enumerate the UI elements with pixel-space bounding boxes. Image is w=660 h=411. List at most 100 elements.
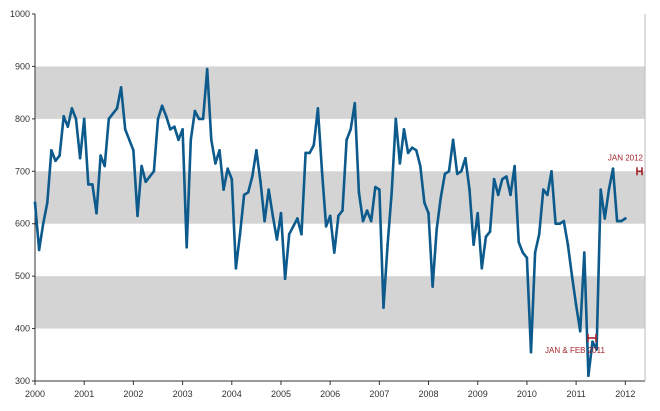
data-point xyxy=(423,201,426,205)
data-point xyxy=(173,125,176,129)
data-point xyxy=(304,151,307,155)
y-tick-label: 300 xyxy=(15,376,30,386)
data-point xyxy=(58,154,61,157)
data-point xyxy=(546,193,549,197)
data-point xyxy=(320,169,324,173)
data-point xyxy=(95,211,98,215)
data-point xyxy=(345,138,348,142)
data-point xyxy=(238,232,242,236)
y-tick-label: 900 xyxy=(15,61,30,71)
data-point xyxy=(501,177,504,181)
data-point xyxy=(230,177,234,181)
data-point xyxy=(54,159,57,163)
data-point xyxy=(554,222,557,226)
data-point xyxy=(218,149,221,152)
data-point xyxy=(267,188,270,191)
data-point xyxy=(570,274,574,278)
data-point xyxy=(533,251,537,254)
data-point xyxy=(427,211,430,215)
data-point xyxy=(37,248,41,252)
x-tick-label: 2011 xyxy=(566,389,585,399)
data-point xyxy=(177,138,180,142)
data-point xyxy=(119,86,123,89)
data-point xyxy=(607,188,611,191)
data-point xyxy=(74,117,78,121)
data-point xyxy=(619,219,623,223)
data-point xyxy=(316,107,320,110)
data-point xyxy=(447,169,451,173)
data-point xyxy=(505,175,508,178)
data-point xyxy=(472,243,475,246)
data-point xyxy=(611,167,615,170)
data-point xyxy=(144,180,147,184)
x-tick-label: 2006 xyxy=(320,389,340,399)
data-point xyxy=(123,128,127,131)
data-point xyxy=(296,217,299,220)
data-point xyxy=(337,214,340,218)
data-point xyxy=(283,277,287,281)
data-point xyxy=(496,193,500,197)
data-point xyxy=(62,114,65,118)
data-point xyxy=(185,246,188,249)
data-point xyxy=(595,348,598,351)
data-point xyxy=(312,143,316,147)
data-point xyxy=(378,188,381,191)
data-point xyxy=(402,128,406,131)
data-point xyxy=(168,128,172,131)
data-point xyxy=(156,117,160,121)
data-point xyxy=(66,125,70,129)
data-point xyxy=(369,219,373,223)
data-point xyxy=(328,214,332,218)
y-tick-label: 400 xyxy=(15,324,30,334)
data-point xyxy=(624,217,627,220)
data-point xyxy=(250,175,254,178)
data-point xyxy=(480,266,484,270)
data-point xyxy=(578,329,582,333)
data-point xyxy=(439,196,443,199)
y-tick-label: 600 xyxy=(15,219,30,229)
annotations: JAN 2012 JAN & FEB 2011 xyxy=(545,153,643,355)
data-point xyxy=(537,232,541,236)
data-point xyxy=(259,180,262,184)
data-point xyxy=(615,219,619,223)
data-point xyxy=(431,285,434,288)
y-tick-label: 800 xyxy=(15,114,30,124)
data-point xyxy=(181,128,184,131)
data-point xyxy=(132,149,135,152)
data-point xyxy=(349,128,352,131)
data-point xyxy=(275,238,279,241)
y-tick-label: 700 xyxy=(15,166,30,176)
data-point xyxy=(214,162,217,165)
data-point xyxy=(361,219,365,223)
series-layer xyxy=(33,67,627,378)
grid-band xyxy=(35,66,645,119)
x-tick-label: 2003 xyxy=(173,389,193,399)
x-tick-label: 2009 xyxy=(468,389,488,399)
data-point xyxy=(209,138,213,142)
data-point xyxy=(341,209,344,212)
data-point xyxy=(193,109,197,113)
x-tick-label: 2010 xyxy=(517,389,537,399)
data-point xyxy=(148,175,152,178)
data-point xyxy=(513,164,516,168)
data-point xyxy=(558,222,562,226)
data-point xyxy=(45,201,49,205)
data-point xyxy=(103,164,106,168)
data-point xyxy=(468,188,471,191)
data-point xyxy=(41,222,45,226)
data-point xyxy=(464,156,467,160)
data-point xyxy=(50,149,53,152)
data-point xyxy=(435,227,439,231)
data-point xyxy=(492,177,496,181)
annotation-label: JAN 2012 xyxy=(608,153,644,162)
data-point xyxy=(279,211,283,215)
data-point xyxy=(357,190,361,194)
data-point xyxy=(414,149,418,152)
data-point xyxy=(255,149,258,152)
data-point xyxy=(246,190,250,194)
x-tick-label: 2005 xyxy=(271,389,291,399)
data-point xyxy=(451,138,455,142)
y-axis-ticks: 300 400 500 600 700 800 900 1000 xyxy=(10,9,35,386)
data-point xyxy=(443,172,447,176)
x-tick-label: 2001 xyxy=(74,389,94,399)
